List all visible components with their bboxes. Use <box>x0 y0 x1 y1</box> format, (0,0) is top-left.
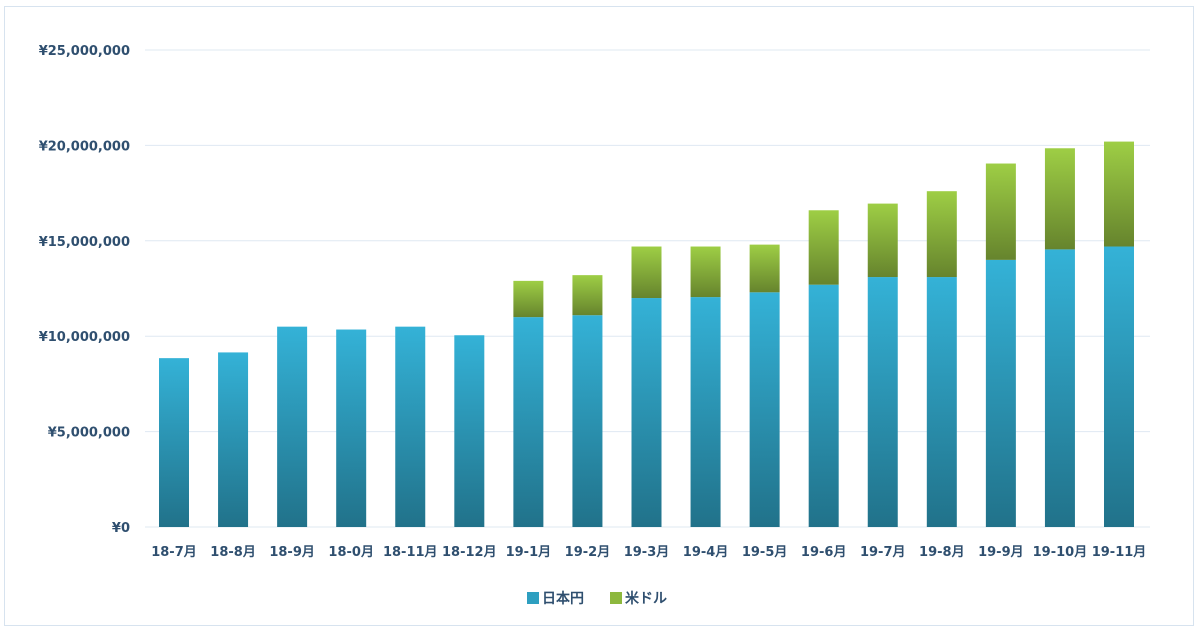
x-tick-label: 19-2月 <box>565 545 611 560</box>
bar-jpy <box>454 335 485 527</box>
x-tick-label: 18-0月 <box>328 545 374 560</box>
bar-jpy <box>867 277 898 527</box>
bar-jpy <box>395 326 426 527</box>
x-tick-label: 18-12月 <box>442 545 497 560</box>
x-tick-label: 19-11月 <box>1092 545 1147 560</box>
bar-usd <box>1104 141 1134 247</box>
bar-usd <box>749 244 780 293</box>
x-tick-label: 19-6月 <box>801 545 847 560</box>
bar-jpy <box>336 329 367 527</box>
legend-label: 日本円 <box>542 590 584 607</box>
y-tick-label: ¥0 <box>112 521 130 536</box>
bar-jpy <box>277 326 308 527</box>
x-tick-label: 19-1月 <box>506 545 552 560</box>
bar-usd <box>1044 148 1075 250</box>
bar-usd <box>690 246 721 298</box>
x-tick-label: 19-9月 <box>978 545 1024 560</box>
bar-jpy <box>572 315 603 527</box>
bar-jpy <box>985 259 1016 527</box>
bar-jpy <box>690 297 721 527</box>
legend: 日本円 米ドル <box>527 590 667 607</box>
bar-jpy <box>631 298 662 527</box>
y-tick-label: ¥25,000,000 <box>39 44 130 59</box>
y-axis-ticks: ¥0 ¥5,000,000 ¥10,000,000 ¥15,000,000 ¥20,00… <box>39 44 130 536</box>
bar-usd <box>985 163 1016 260</box>
legend-swatch <box>610 592 622 604</box>
bar-jpy <box>513 317 544 527</box>
x-tick-label: 19-5月 <box>742 545 788 560</box>
bar-jpy <box>159 358 189 527</box>
grid-lines <box>145 49 1150 528</box>
legend-swatch <box>527 592 539 604</box>
bar-jpy <box>808 284 839 527</box>
x-tick-label: 19-3月 <box>624 545 670 560</box>
bar-jpy <box>1044 249 1075 528</box>
bar-usd <box>926 191 957 278</box>
bar-usd <box>867 203 898 278</box>
bar-jpy <box>218 352 249 527</box>
bar-usd <box>572 275 603 316</box>
bar-jpy <box>749 292 780 527</box>
y-tick-label: ¥20,000,000 <box>39 139 130 154</box>
x-tick-label: 19-4月 <box>683 545 729 560</box>
x-tick-label: 19-10月 <box>1033 545 1088 560</box>
y-tick-label: ¥10,000,000 <box>39 330 130 345</box>
bar-jpy <box>1104 246 1134 528</box>
legend-label: 米ドル <box>625 590 667 607</box>
x-tick-label: 18-8月 <box>210 545 256 560</box>
x-tick-label: 19-8月 <box>919 545 965 560</box>
x-axis-ticks: 18-7月 18-8月 18-9月 18-0月 18-11月 18-12月 19-1月 19-… <box>151 545 1146 560</box>
bar-usd <box>631 246 662 299</box>
y-tick-label: ¥5,000,000 <box>48 426 130 441</box>
x-tick-label: 19-7月 <box>860 545 906 560</box>
bar-usd <box>808 210 839 285</box>
bar-usd <box>513 280 544 318</box>
x-tick-label: 18-11月 <box>383 545 438 560</box>
y-tick-label: ¥15,000,000 <box>39 235 130 250</box>
bars <box>159 141 1134 528</box>
x-tick-label: 18-9月 <box>269 545 315 560</box>
bar-jpy <box>926 277 957 527</box>
x-tick-label: 18-7月 <box>151 545 197 560</box>
